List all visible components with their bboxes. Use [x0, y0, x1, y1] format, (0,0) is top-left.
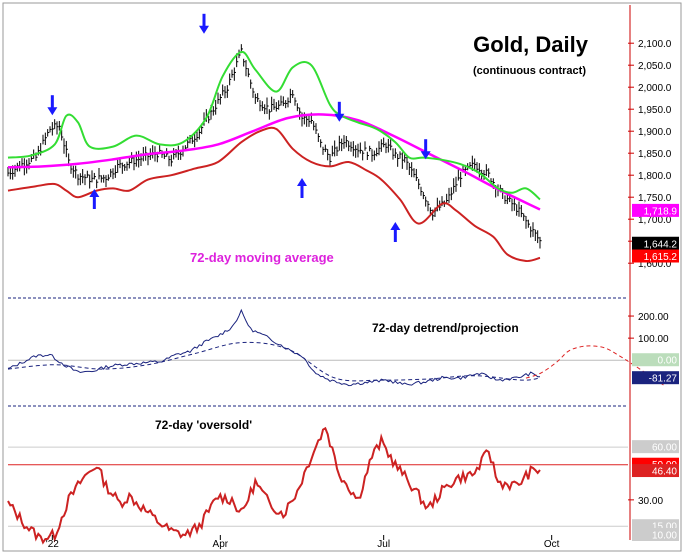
- y-tick-label: 100.00: [638, 334, 669, 345]
- value-tag-label: 60.00: [652, 443, 677, 454]
- chart-title: Gold, Daily: [473, 32, 589, 57]
- y-tick-label: 1,950.0: [638, 105, 672, 116]
- cycle-arrow-head: [47, 107, 58, 116]
- oversold-line: [7, 426, 541, 545]
- value-tag-label: 1,644.2: [644, 239, 678, 250]
- value-tag: [632, 371, 679, 385]
- oversold-title: 72-day 'oversold': [155, 418, 252, 432]
- y-tick-label: 1,600.0: [638, 259, 672, 270]
- y-tick-label: 2,100.0: [638, 39, 672, 50]
- cycle-arrow-head: [420, 151, 431, 160]
- value-tag: [632, 203, 679, 217]
- cycle-arrow-head: [297, 178, 307, 186]
- detrend-projection-line: [525, 345, 667, 388]
- value-tag: [632, 236, 679, 250]
- chart-subtitle: (continuous contract): [473, 65, 586, 77]
- value-tag: [632, 440, 679, 454]
- cycle-arrow-head: [334, 113, 345, 122]
- y-tick-label: 2,050.0: [638, 61, 672, 72]
- value-tag-label: 46.40: [652, 467, 677, 478]
- value-tag-label: -81.27: [649, 374, 678, 385]
- cycle-arrow-head: [89, 189, 100, 197]
- value-tag-label: 10.00: [652, 531, 677, 542]
- x-tick-label: Oct: [544, 539, 560, 550]
- cycle-arrow-head: [199, 25, 209, 34]
- moving-average-annotation: 72-day moving average: [190, 250, 334, 265]
- value-tag: [632, 249, 679, 263]
- cycle-arrow-head: [390, 222, 401, 230]
- y-tick-label: 1,700.0: [638, 215, 672, 226]
- value-tag: [632, 353, 679, 367]
- detrend-average-line: [7, 341, 541, 382]
- detrend-title: 72-day detrend/projection: [372, 321, 519, 335]
- moving-average-line: [7, 113, 541, 211]
- detrend-line: [7, 308, 541, 387]
- value-tag-label: 1,718.9: [644, 206, 678, 217]
- y-tick-label: 30.00: [638, 496, 663, 507]
- y-tick-label: 1,750.0: [638, 193, 672, 204]
- y-tick-label: 200.00: [638, 312, 669, 323]
- value-tag-label: 15.00: [652, 522, 677, 533]
- y-tick-label: 1,800.0: [638, 171, 672, 182]
- upper-band-line: [7, 51, 541, 201]
- y-tick-label: 1,850.0: [638, 149, 672, 160]
- value-tag: [632, 528, 679, 541]
- x-tick-label: '22: [46, 539, 59, 550]
- value-tag-label: 1,615.2: [644, 252, 678, 263]
- value-tag-label: 0.00: [658, 356, 678, 367]
- x-tick-label: Apr: [213, 539, 229, 550]
- y-tick-label: 1,900.0: [638, 127, 672, 138]
- y-tick-label: 2,000.0: [638, 83, 672, 94]
- x-tick-label: Jul: [377, 539, 390, 550]
- value-tag: [632, 464, 679, 478]
